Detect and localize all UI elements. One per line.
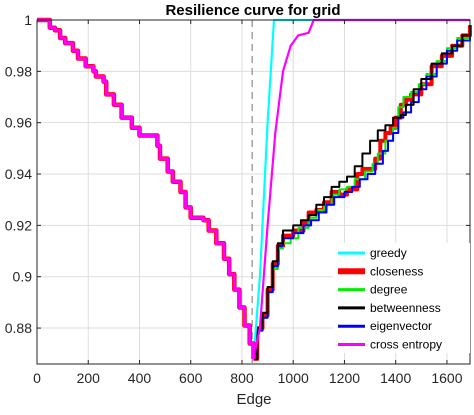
- y-tick-label: 0.96: [5, 115, 32, 131]
- x-tick-label: 1000: [278, 370, 309, 386]
- y-tick-label: 1: [24, 12, 32, 28]
- series-line-betweenness: [253, 25, 471, 360]
- axes-layer: 0 200 400 600 800 1000 1200 1400 1600 0.88 0.9 0.92…: [5, 12, 471, 386]
- x-tick-label: 400: [128, 370, 152, 386]
- legend-label-degree: degree: [370, 283, 408, 297]
- plot-frame: [36, 19, 471, 365]
- x-tick-label: 200: [77, 370, 101, 386]
- legend-label-cross-entropy: cross entropy: [370, 338, 442, 352]
- series-line-cross-entropy: [252, 18, 470, 360]
- x-tick-label: 1200: [329, 370, 360, 386]
- y-tick-label: 0.98: [5, 63, 32, 79]
- x-axis-label: Edge: [236, 391, 271, 408]
- x-tick-label: 600: [179, 370, 203, 386]
- series-line-shared-descent: [37, 18, 255, 359]
- y-tick-label: 0.88: [5, 320, 32, 336]
- legend-label-closeness: closeness: [370, 264, 423, 278]
- y-tick-label: 0.94: [5, 166, 32, 182]
- y-tick-label: 0.9: [13, 269, 33, 285]
- y-tick-label: 0.92: [5, 217, 32, 233]
- legend-label-betweenness: betweenness: [370, 301, 441, 315]
- series-layer: [37, 17, 472, 361]
- x-tick-label: 1400: [380, 370, 411, 386]
- x-tick-label: 800: [230, 370, 254, 386]
- x-tick-label: 0: [33, 370, 41, 386]
- legend-label-greedy: greedy: [370, 246, 407, 260]
- legend-box: [333, 243, 470, 353]
- legend: greedy closeness degree betweenness eigenvec…: [333, 243, 470, 353]
- chart-title: Resilience curve for grid: [165, 2, 340, 19]
- legend-label-eigenvector: eigenvector: [370, 319, 432, 333]
- x-tick-label: 1600: [431, 370, 462, 386]
